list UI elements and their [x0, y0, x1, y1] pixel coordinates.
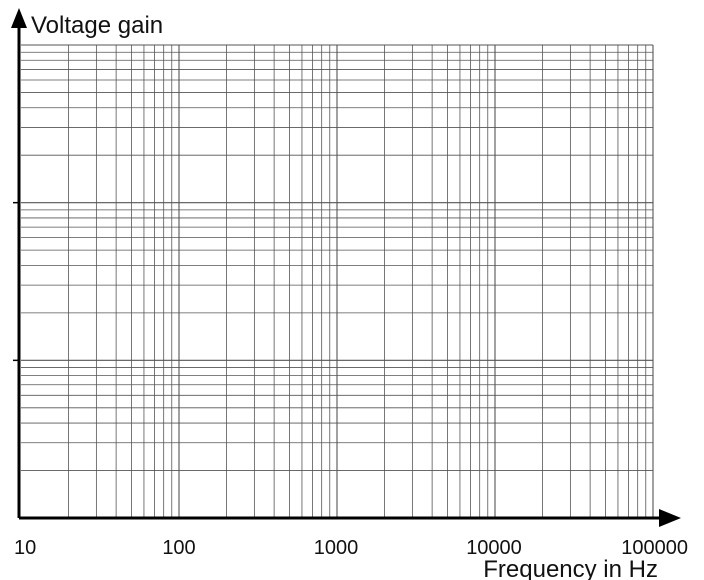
x-axis-title: Frequency in Hz	[483, 556, 658, 580]
x-tick-label-1000: 1000	[314, 537, 359, 559]
y-axis-title: Voltage gain	[31, 12, 163, 39]
x-tick-label-10: 10	[14, 537, 36, 559]
x-axis-arrow-icon	[659, 509, 681, 527]
x-tick-label-100000: 100000	[621, 537, 688, 559]
grid	[21, 44, 654, 518]
x-tick-label-10000: 10000	[466, 537, 522, 559]
y-axis-arrow-icon	[11, 8, 27, 28]
x-tick-label-100: 100	[162, 537, 195, 559]
